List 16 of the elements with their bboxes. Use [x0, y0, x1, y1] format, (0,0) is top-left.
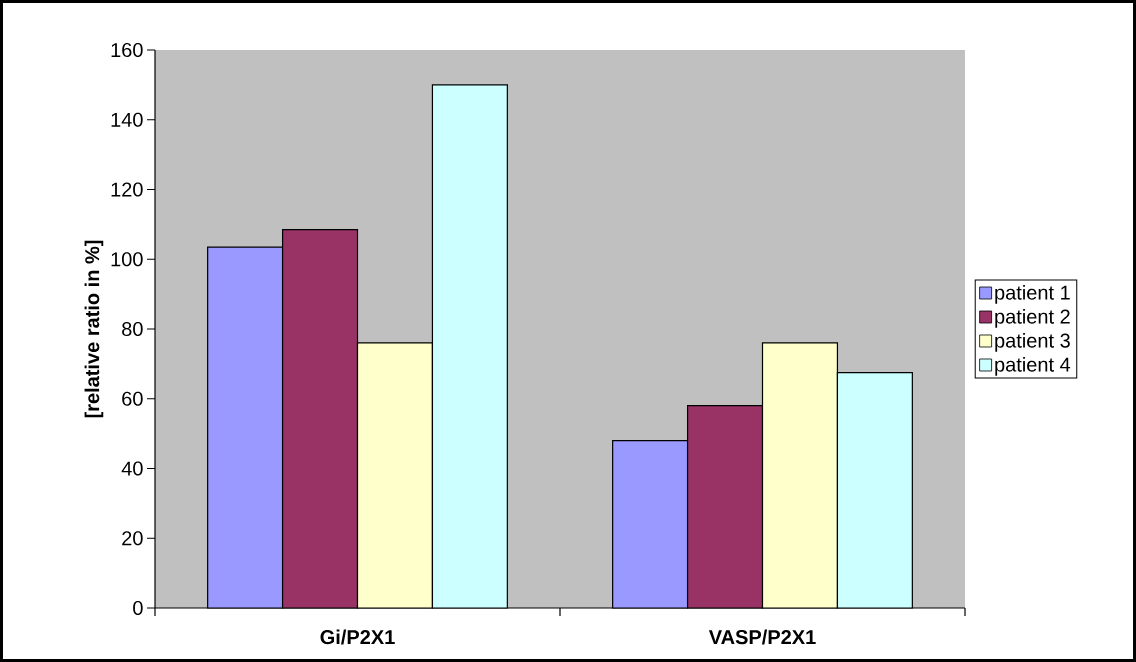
x-tick-label: VASP/P2X1	[708, 629, 816, 645]
legend-label: patient 2	[995, 309, 1070, 328]
y-axis-title: [relative ratio in %]	[84, 240, 104, 418]
legend-label: patient 4	[995, 356, 1071, 376]
y-tick-label: 20	[122, 531, 143, 546]
y-tick-label: 120	[111, 182, 143, 197]
y-tick-label: 160	[111, 42, 143, 58]
legend-label: patient 3	[995, 333, 1070, 352]
y-tick-label: 60	[122, 391, 143, 406]
y-tick-label: 140	[111, 112, 143, 127]
x-tick-label: Gi/P2X1	[320, 629, 395, 645]
y-tick-label: 100	[111, 252, 143, 267]
y-tick-label: 80	[122, 321, 143, 337]
y-tick-label: 0	[133, 600, 143, 616]
legend-label: patient 1	[995, 285, 1070, 304]
y-tick-label: 40	[121, 461, 143, 476]
